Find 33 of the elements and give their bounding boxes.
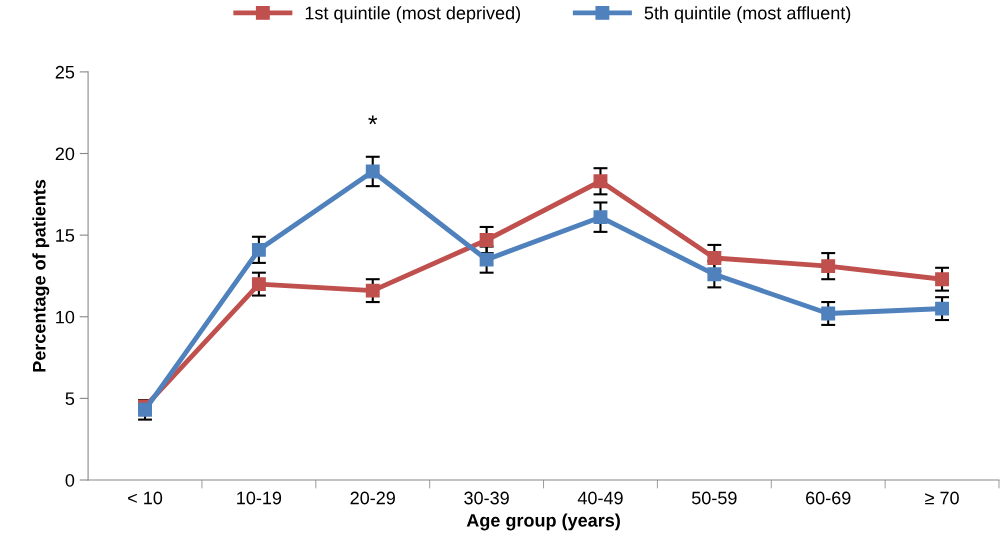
point bbox=[251, 242, 266, 257]
point bbox=[251, 277, 266, 292]
x-tick-label: 20-29 bbox=[350, 491, 395, 505]
y-tick-label: 0 bbox=[65, 473, 75, 487]
y-tick-label: 25 bbox=[55, 65, 75, 79]
point bbox=[935, 301, 950, 316]
x-tick-label: 50-59 bbox=[691, 491, 737, 505]
x-tick-label: 10-19 bbox=[237, 491, 282, 505]
point bbox=[707, 267, 722, 282]
annotation: * bbox=[368, 115, 378, 125]
x-axis-title: Age group (years) bbox=[466, 513, 620, 531]
x-tick-label: 30-39 bbox=[464, 491, 509, 505]
x-tick-label: 60-69 bbox=[806, 491, 851, 505]
point bbox=[593, 174, 608, 189]
point bbox=[935, 272, 950, 287]
point bbox=[365, 164, 380, 179]
point bbox=[479, 233, 494, 247]
point bbox=[821, 259, 836, 274]
x-tick-label: 40-49 bbox=[577, 491, 623, 505]
point bbox=[479, 252, 494, 267]
x-tick-label: < 10 bbox=[128, 491, 163, 505]
point bbox=[707, 251, 722, 265]
x-tick-label: ≥ 70 bbox=[925, 491, 959, 505]
y-tick-label: 20 bbox=[55, 147, 75, 161]
point bbox=[593, 210, 608, 225]
legend-label: 1st quintile (most deprived) bbox=[305, 6, 521, 23]
point bbox=[365, 283, 380, 298]
y-tick-label: 10 bbox=[56, 310, 75, 324]
y-tick-label: 15 bbox=[56, 229, 75, 242]
y-axis-title: Percentage of patients bbox=[32, 179, 50, 372]
legend-label: 5th quintile (most affluent) bbox=[644, 6, 851, 23]
y-tick-label: 5 bbox=[65, 392, 75, 406]
point bbox=[821, 306, 836, 321]
